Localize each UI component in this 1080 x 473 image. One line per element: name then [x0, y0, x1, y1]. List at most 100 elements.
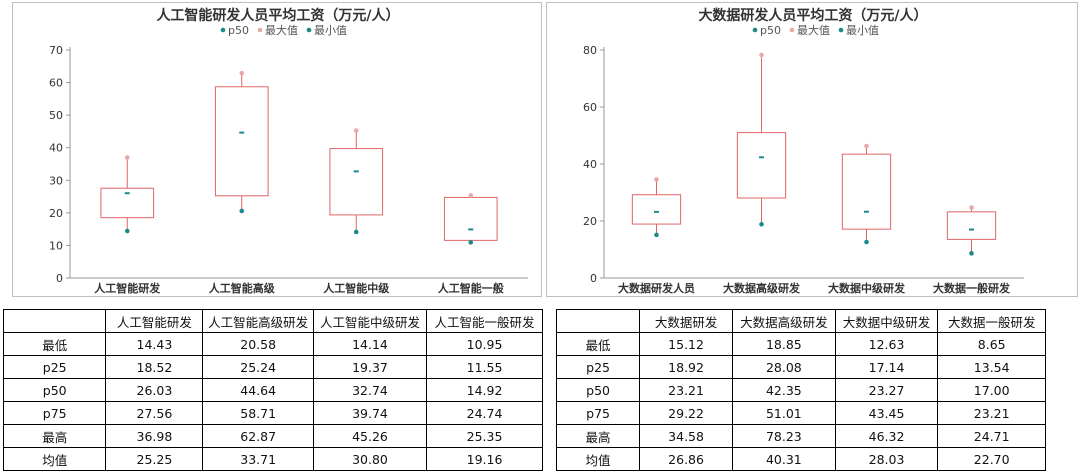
- table-row: p25 18.92 28.08 17.14 13.54: [555, 355, 1046, 379]
- bigdata-salary-box-chart: 大数据研发人员平均工资（万元/人）p50 最大值 最小值 0 20 40 60 80 大数据研发…: [583, 7, 1024, 295]
- y-tick-label-3: 60: [583, 101, 597, 114]
- table-cell: 28.03: [834, 447, 939, 471]
- max-marker: [969, 205, 974, 210]
- iqr-box: [100, 187, 155, 219]
- box-3: [946, 205, 997, 256]
- chart-title: 人工智能研发人员平均工资（万元/人）: [156, 7, 399, 24]
- table-row-label: p25: [555, 355, 641, 379]
- table-cell: 24.74: [426, 401, 543, 425]
- table-cell: 51.01: [732, 401, 836, 425]
- table-row-label: 均值: [555, 447, 641, 471]
- bigdata-salary-table: 大数据研发 大数据高级研发 大数据中级研发 大数据一般研发 最低 15.12 18.85 12…: [555, 309, 1046, 471]
- y-tick-label-1: 20: [583, 215, 597, 228]
- max-marker: [239, 70, 245, 76]
- table-row: p75 29.22 51.01 43.45 23.21: [555, 401, 1046, 425]
- table-cell: 28.08: [732, 355, 836, 379]
- min-marker: [654, 232, 659, 238]
- x-category-label-1: 大数据高级研发: [723, 281, 801, 295]
- iqr-box: [443, 196, 498, 241]
- max-marker: [864, 143, 869, 149]
- x-category-label-2: 人工智能中级: [323, 281, 390, 295]
- iqr-box: [631, 194, 682, 225]
- table-row-label: p75: [2, 401, 107, 425]
- legend-label-0: p50: [228, 24, 249, 37]
- table-cell: 14.14: [312, 332, 428, 356]
- box-2: [329, 128, 384, 235]
- table-header-cell: 人工智能一般研发: [426, 309, 543, 333]
- table-cell: 44.64: [202, 378, 314, 402]
- table-cell: 32.74: [312, 378, 428, 402]
- ai-salary-chart-panel: 人工智能研发人员平均工资（万元/人） p50 最大值 最小值 0 10 20 30 40 50 60…: [12, 2, 542, 297]
- table-cell: 42.35: [732, 378, 836, 402]
- table-header-cell: 人工智能中级研发: [312, 309, 428, 333]
- table-cell: 45.26: [312, 424, 428, 448]
- chart-title: 大数据研发人员平均工资（万元/人）: [698, 7, 927, 24]
- table-row-label: p50: [2, 378, 107, 402]
- y-tick-label-5: 50: [49, 109, 63, 122]
- table-cell: 33.71: [202, 447, 314, 471]
- table-cell: 18.85: [732, 332, 836, 356]
- table-cell: 46.32: [834, 424, 939, 448]
- table-row: 最低 15.12 18.85 12.63 8.65: [555, 332, 1046, 356]
- table-header-cell: 大数据高级研发: [732, 309, 836, 333]
- min-marker: [969, 251, 974, 256]
- table-cell: 25.25: [105, 447, 204, 471]
- table-row-label: p50: [555, 378, 641, 402]
- legend-label-2: 最小值: [846, 24, 879, 37]
- x-category-label-3: 大数据一般研发: [933, 281, 1011, 295]
- x-category-label-2: 大数据中级研发: [828, 281, 906, 295]
- box-3: [443, 193, 498, 245]
- table-cell: 11.55: [426, 355, 543, 379]
- box-0: [100, 155, 155, 234]
- legend-label-1: 最大值: [797, 23, 830, 37]
- table-row: p50 26.03 44.64 32.74 14.92: [2, 378, 543, 402]
- ai-salary-table: 人工智能研发 人工智能高级研发 人工智能中级研发 人工智能一般研发 最低 14.43 20.…: [2, 309, 543, 471]
- table-cell: 23.27: [834, 378, 939, 402]
- table-cell: 18.52: [105, 355, 204, 379]
- table-row: 最高 36.98 62.87 45.26 25.35: [2, 424, 543, 448]
- table-cell: 34.58: [639, 424, 734, 448]
- iqr-box: [329, 148, 384, 216]
- y-tick-label-0: 0: [590, 272, 597, 285]
- min-marker: [239, 208, 245, 214]
- table-cell: 39.74: [312, 401, 428, 425]
- max-marker: [124, 155, 130, 160]
- x-category-label-0: 大数据研发人员: [618, 281, 695, 295]
- table-cell: 14.43: [105, 332, 204, 356]
- table-row-label: p25: [2, 355, 107, 379]
- table-cell: 29.22: [639, 401, 734, 425]
- table-cell: 27.56: [105, 401, 204, 425]
- table-cell: 25.24: [202, 355, 314, 379]
- min-marker: [468, 240, 474, 245]
- table-cell: 24.71: [937, 424, 1046, 448]
- table-cell: 26.86: [639, 447, 734, 471]
- table-row: 均值 25.25 33.71 30.80 19.16: [2, 447, 543, 471]
- box-0: [631, 177, 682, 238]
- table-row-label: 最高: [2, 424, 107, 448]
- table-header-row: 人工智能研发 人工智能高级研发 人工智能中级研发 人工智能一般研发: [2, 309, 543, 333]
- y-tick-label-2: 40: [583, 158, 597, 171]
- table-cell: 19.16: [426, 447, 543, 471]
- ai-salary-box-chart: 人工智能研发人员平均工资（万元/人）p50 最大值 最小值 0 10 20 30 40 50 60…: [49, 7, 528, 295]
- table-row: 最低 14.43 20.58 14.14 10.95: [2, 332, 543, 356]
- table-row-label: 最低: [2, 332, 107, 356]
- table-header-cell: 人工智能高级研发: [202, 309, 314, 333]
- table-cell: 26.03: [105, 378, 204, 402]
- table-cell: 22.70: [937, 447, 1046, 471]
- min-marker: [353, 229, 359, 235]
- table-cell: 14.92: [426, 378, 543, 402]
- legend-marker-0: [220, 27, 226, 33]
- legend-marker-1: [257, 27, 263, 33]
- table-cell: 62.87: [202, 424, 314, 448]
- y-tick-label-4: 80: [583, 44, 597, 57]
- y-tick-label-2: 20: [49, 207, 63, 220]
- y-tick-label-1: 10: [49, 239, 63, 252]
- table-row-label: 最低: [555, 332, 641, 356]
- box-1: [214, 70, 269, 214]
- table-cell: 15.12: [639, 332, 734, 356]
- table-header-cell: 大数据研发: [639, 309, 734, 333]
- box-2: [841, 143, 892, 245]
- y-tick-label-3: 30: [49, 174, 63, 187]
- table-cell: 19.37: [312, 355, 428, 379]
- x-category-label-3: 人工智能一般: [438, 281, 504, 295]
